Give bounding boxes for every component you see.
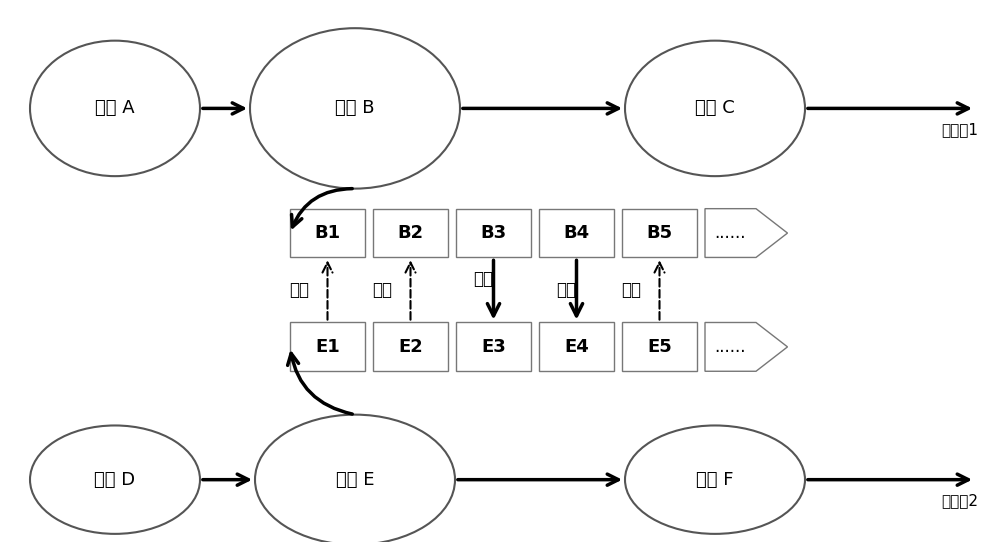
Ellipse shape (625, 41, 805, 176)
Text: 文件 C: 文件 C (695, 99, 735, 118)
Ellipse shape (30, 41, 200, 176)
Text: 重复: 重复 (474, 270, 493, 288)
FancyBboxPatch shape (373, 209, 448, 257)
FancyBboxPatch shape (456, 322, 531, 371)
Text: 文件 A: 文件 A (95, 99, 135, 118)
Text: 文件 E: 文件 E (336, 470, 374, 489)
Polygon shape (705, 209, 787, 257)
Text: E4: E4 (564, 338, 589, 356)
FancyBboxPatch shape (373, 322, 448, 371)
Text: B4: B4 (563, 224, 590, 242)
Text: E2: E2 (398, 338, 423, 356)
Text: B5: B5 (646, 224, 673, 242)
FancyBboxPatch shape (622, 322, 697, 371)
Text: E1: E1 (315, 338, 340, 356)
Ellipse shape (30, 425, 200, 534)
FancyBboxPatch shape (290, 322, 365, 371)
Text: 相似: 相似 (289, 281, 309, 299)
Text: E5: E5 (647, 338, 672, 356)
FancyBboxPatch shape (456, 209, 531, 257)
Text: B2: B2 (397, 224, 424, 242)
Ellipse shape (255, 415, 455, 542)
Ellipse shape (625, 425, 805, 534)
FancyBboxPatch shape (539, 322, 614, 371)
Text: 相似: 相似 (621, 281, 641, 299)
Text: E3: E3 (481, 338, 506, 356)
Text: 数据流2: 数据流2 (941, 493, 978, 508)
FancyBboxPatch shape (539, 209, 614, 257)
Text: 文件 D: 文件 D (94, 470, 136, 489)
FancyBboxPatch shape (290, 209, 365, 257)
Text: 数据流1: 数据流1 (941, 122, 978, 137)
Ellipse shape (250, 28, 460, 189)
Text: 相似: 相似 (372, 281, 392, 299)
Text: ......: ...... (715, 338, 746, 356)
Text: 文件 B: 文件 B (335, 99, 375, 118)
Text: 重复: 重复 (556, 281, 576, 299)
Text: 文件 F: 文件 F (696, 470, 734, 489)
Text: B1: B1 (314, 224, 341, 242)
FancyBboxPatch shape (622, 209, 697, 257)
Polygon shape (705, 322, 787, 371)
Text: ......: ...... (715, 224, 746, 242)
Text: B3: B3 (480, 224, 507, 242)
